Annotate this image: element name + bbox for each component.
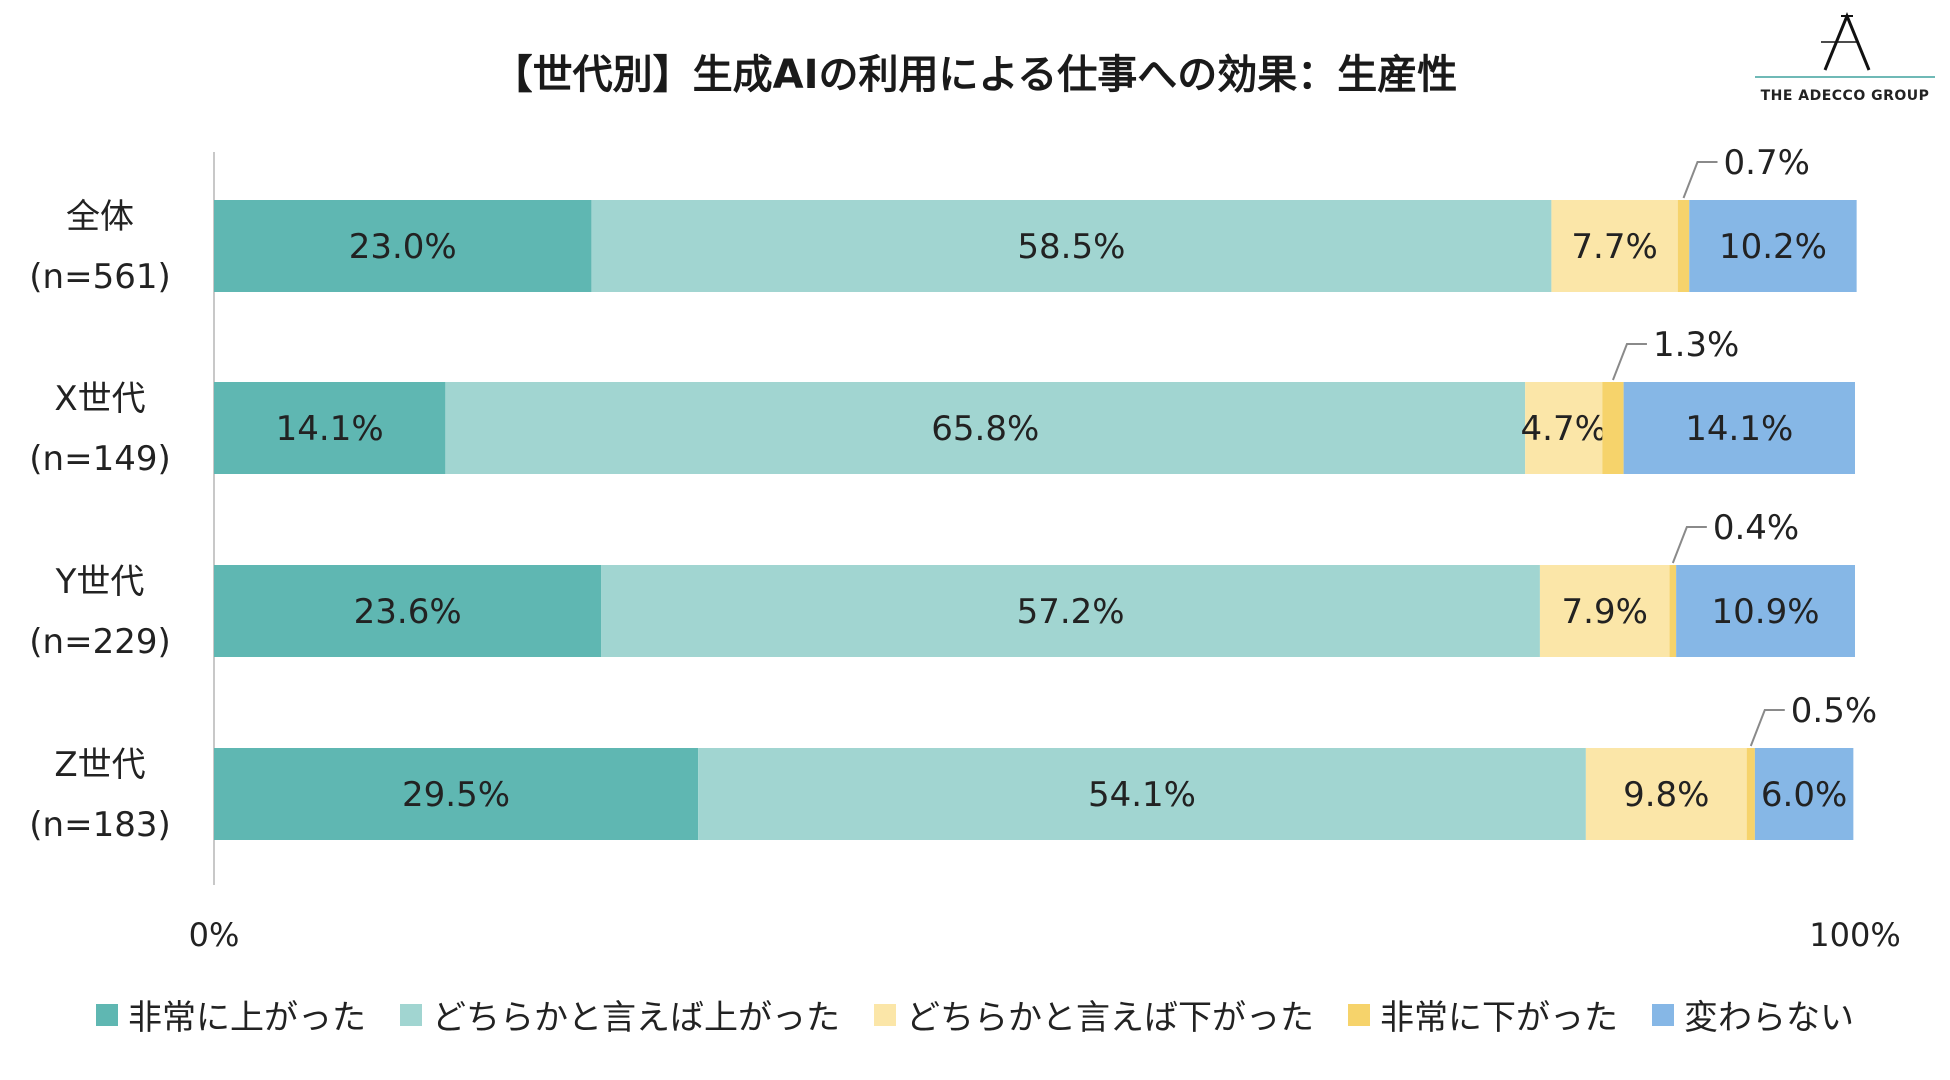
bar-segment-1 — [214, 200, 592, 292]
data-label: 29.5% — [402, 775, 510, 815]
bar-segment-2 — [591, 200, 1552, 292]
data-label: 4.7% — [1521, 409, 1607, 449]
callout-leader — [1682, 161, 1718, 199]
legend-item: どちらかと言えば上がった — [400, 990, 840, 1039]
data-label: 0.5% — [1791, 691, 1877, 731]
data-label: 14.1% — [276, 409, 384, 449]
data-label: 6.0% — [1761, 775, 1847, 815]
bar-segment-3 — [1585, 748, 1747, 840]
data-label: 23.0% — [349, 227, 457, 267]
bar-segment-2 — [601, 565, 1540, 657]
legend-label: 非常に下がった — [1380, 998, 1618, 1038]
data-label: 23.6% — [354, 592, 462, 632]
category-n-label: (n=229) — [29, 622, 170, 662]
bar-segment-5 — [1623, 382, 1855, 474]
data-label: 7.7% — [1571, 227, 1657, 267]
x-tick-label: 0% — [189, 916, 240, 954]
bar-segment-4 — [1746, 748, 1755, 840]
bar-segment-4 — [1602, 382, 1624, 474]
category-label: 全体 — [66, 197, 134, 237]
bar-segment-3 — [1525, 382, 1603, 474]
legend-item: どちらかと言えば下がった — [874, 990, 1314, 1039]
data-label: 7.9% — [1562, 592, 1648, 632]
bar-segment-2 — [698, 748, 1586, 840]
legend-swatch — [400, 1003, 422, 1026]
bar-segment-1 — [214, 382, 446, 474]
logo-text: THE ADECCO GROUP — [1760, 88, 1930, 104]
data-label: 0.4% — [1713, 508, 1799, 548]
legend-swatch — [874, 1003, 896, 1026]
legend-swatch — [96, 1003, 118, 1026]
legend-label: どちらかと言えば下がった — [906, 998, 1314, 1038]
x-tick-label: 100% — [1809, 916, 1900, 954]
data-label: 0.7% — [1724, 143, 1810, 183]
category-n-label: (n=149) — [29, 439, 170, 479]
adecco-a-icon — [1821, 12, 1871, 71]
bar-segment-5 — [1676, 565, 1855, 657]
data-label: 10.9% — [1712, 592, 1820, 632]
legend-label: 変わらない — [1684, 998, 1854, 1038]
chart-area: 全体 (n=561) 23.0% 58.5% 7.7% 0.7% 10.2% X世代 (n=14… — [29, 143, 1900, 954]
bar-segment-3 — [1551, 200, 1678, 292]
data-label: 9.8% — [1623, 775, 1709, 815]
callout-leader — [1612, 343, 1647, 381]
data-label: 65.8% — [931, 409, 1039, 449]
bar-segment-1 — [214, 565, 602, 657]
data-label: 58.5% — [1017, 227, 1125, 267]
logo-rule — [1755, 76, 1935, 78]
data-label: 14.1% — [1685, 409, 1793, 449]
category-label: X世代 — [54, 379, 145, 419]
legend-item: 非常に上がった — [96, 990, 366, 1039]
bar-segment-5 — [1754, 748, 1854, 840]
category-n-label: (n=183) — [29, 805, 170, 845]
bar-segment-4 — [1677, 200, 1690, 292]
data-label: 57.2% — [1017, 592, 1125, 632]
callout-leader — [1671, 526, 1707, 564]
category-n-label: (n=561) — [29, 257, 170, 297]
legend: 非常に上がった どちらかと言えば上がった どちらかと言えば下がった 非常に下がった 変わ… — [0, 990, 1950, 1039]
bar-segment-1 — [214, 748, 699, 840]
bar-segment-5 — [1689, 200, 1857, 292]
legend-swatch — [1348, 1003, 1370, 1026]
bar-segment-4 — [1669, 565, 1677, 657]
legend-swatch — [1652, 1003, 1674, 1026]
adecco-logo: THE ADECCO GROUP — [1755, 12, 1935, 112]
data-label: 1.3% — [1653, 325, 1739, 365]
legend-label: どちらかと言えば上がった — [432, 998, 840, 1038]
bar-segment-2 — [445, 382, 1526, 474]
legend-item: 変わらない — [1652, 990, 1854, 1039]
category-label: Z世代 — [54, 745, 145, 785]
data-label: 10.2% — [1719, 227, 1827, 267]
legend-item: 非常に下がった — [1348, 990, 1618, 1039]
category-label: Y世代 — [55, 562, 145, 602]
data-label: 54.1% — [1088, 775, 1196, 815]
callout-leader — [1749, 709, 1785, 747]
legend-label: 非常に上がった — [128, 998, 366, 1038]
bar-segment-3 — [1539, 565, 1670, 657]
chart-title: 【世代別】生成AIの利用による仕事への効果：生産性 — [492, 52, 1458, 98]
